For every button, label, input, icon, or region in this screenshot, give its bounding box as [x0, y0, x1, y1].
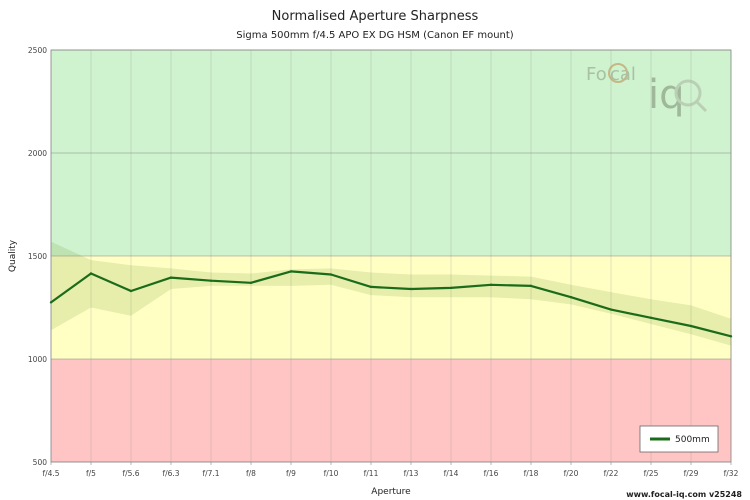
- y-axis-label: Quality: [8, 239, 18, 272]
- data-point: [369, 285, 373, 289]
- data-point: [289, 270, 293, 273]
- data-point: [529, 284, 533, 288]
- data-point: [609, 308, 613, 311]
- data-point: [209, 279, 213, 282]
- x-tick-label: f/13: [404, 469, 419, 478]
- legend: 500mm: [639, 425, 719, 453]
- x-tick-label: f/5.6: [122, 469, 139, 478]
- x-tick-label: f/7.1: [202, 469, 219, 478]
- y-tick-label: 1500: [28, 252, 47, 261]
- gridlines: [50, 49, 732, 463]
- data-point: [489, 283, 493, 287]
- data-point: [329, 273, 333, 276]
- series-line-500mm: [50, 270, 732, 338]
- x-tick-label: f/14: [444, 469, 459, 478]
- x-tick-label: f/25: [644, 469, 659, 478]
- x-tick-label: f/18: [524, 469, 539, 478]
- footer-text: www.focal-iq.com v25248: [626, 490, 742, 499]
- data-point: [409, 287, 413, 291]
- data-point: [689, 324, 693, 328]
- x-axis-label: Aperture: [371, 487, 411, 497]
- x-tick-label: f/29: [684, 469, 699, 478]
- x-tick-label: f/20: [564, 469, 579, 478]
- x-tick-label: f/16: [484, 469, 499, 478]
- y-tick-label: 1000: [28, 355, 47, 364]
- x-tick-label: f/11: [364, 469, 379, 478]
- x-tick-label: f/32: [724, 469, 739, 478]
- data-point: [89, 272, 93, 275]
- data-point: [729, 335, 733, 338]
- x-tick-label: f/5: [86, 469, 96, 478]
- y-tick-label: 500: [33, 458, 48, 467]
- x-tick-label: f/4.5: [42, 469, 59, 478]
- data-point: [249, 281, 253, 284]
- x-tick-label: f/10: [324, 469, 339, 478]
- x-tick-label: f/6.3: [162, 469, 179, 478]
- data-point: [569, 296, 573, 299]
- svg-text:Fo: Fo: [586, 64, 607, 85]
- quality-band-0: [51, 359, 731, 462]
- data-point: [129, 289, 133, 293]
- y-axis-ticks: 500 1000 1500 2000 2500: [28, 46, 47, 467]
- x-tick-label: f/8: [246, 469, 256, 478]
- x-tick-label: f/22: [604, 469, 619, 478]
- series-points: [49, 270, 733, 338]
- x-tick-label: f/9: [286, 469, 296, 478]
- sharpness-range-area: [51, 241, 731, 346]
- quality-band-1: [51, 256, 731, 359]
- data-point: [49, 301, 53, 304]
- data-point: [449, 286, 453, 290]
- svg-text:iq: iq: [648, 72, 685, 118]
- plot-frame: [50, 49, 732, 463]
- data-point: [649, 316, 653, 319]
- svg-text:cal: cal: [610, 64, 636, 85]
- chart-title: Normalised Aperture Sharpness: [272, 9, 479, 24]
- focal-iq-logo: Fo cal iq: [586, 63, 708, 118]
- data-point: [169, 276, 173, 279]
- y-tick-label: 2000: [28, 149, 47, 158]
- legend-label: 500mm: [675, 435, 710, 445]
- y-tick-label: 2500: [28, 46, 47, 55]
- x-axis-ticks: f/4.5 f/5 f/5.6 f/6.3 f/7.1 f/8 f/9 f/10 f/11 f/1…: [42, 462, 739, 478]
- chart-subtitle: Sigma 500mm f/4.5 APO EX DG HSM (Canon E…: [236, 30, 514, 41]
